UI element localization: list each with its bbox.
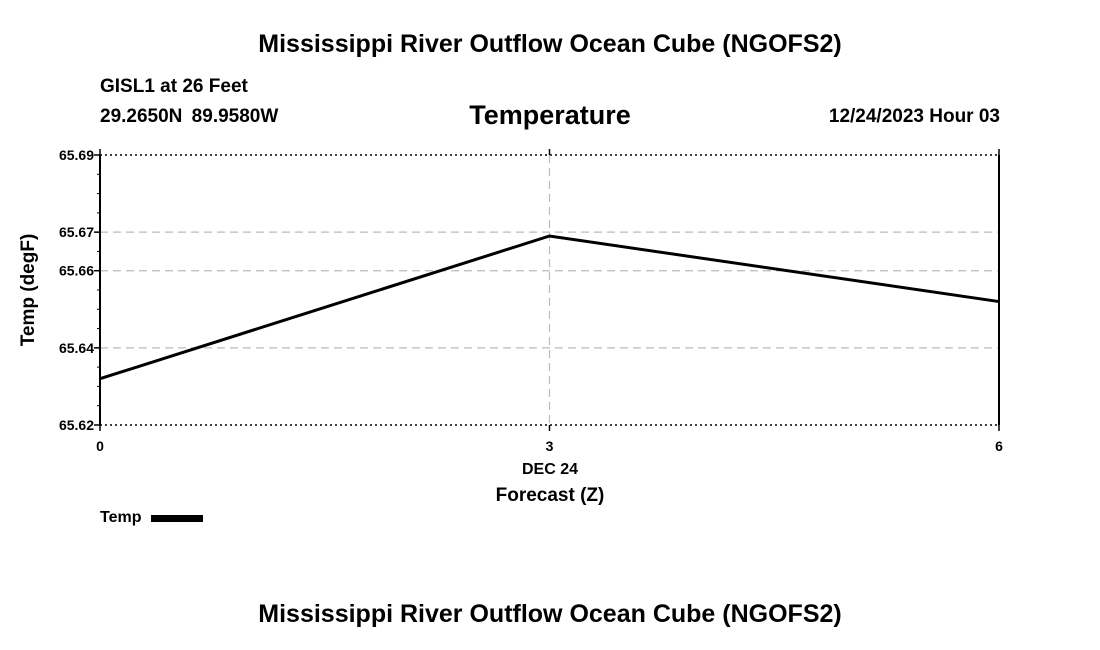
chart-footer-title: Mississippi River Outflow Ocean Cube (NG…: [258, 600, 842, 628]
y-tick-label: 65.62: [59, 417, 94, 433]
x-tick-label: 6: [995, 438, 1003, 454]
series-line-temp: [99, 234, 1000, 381]
station-label: GISL1 at 26 Feet: [100, 76, 248, 97]
x-tick-label: 3: [546, 438, 554, 454]
chart-main-title: Mississippi River Outflow Ocean Cube (NG…: [258, 30, 842, 58]
y-axis-label: Temp (degF): [18, 234, 39, 347]
x-tick-label: 0: [96, 438, 104, 454]
parameter-title: Temperature: [469, 100, 631, 130]
station-coordinates: 29.2650N 89.9580W: [100, 106, 279, 127]
forecast-datetime: 12/24/2023 Hour 03: [828, 106, 1000, 127]
legend-line-swatch: [151, 514, 204, 522]
y-tick-label: 65.69: [59, 147, 94, 163]
x-axis-label: Forecast (Z): [496, 485, 605, 506]
y-tick-label: 65.67: [59, 224, 94, 240]
y-tick-label: 65.66: [59, 263, 94, 279]
legend-item-label: Temp: [100, 509, 142, 526]
x-date-label: DEC 24: [522, 461, 578, 478]
legend: Temp: [100, 509, 204, 527]
y-tick-label: 65.64: [59, 340, 94, 356]
